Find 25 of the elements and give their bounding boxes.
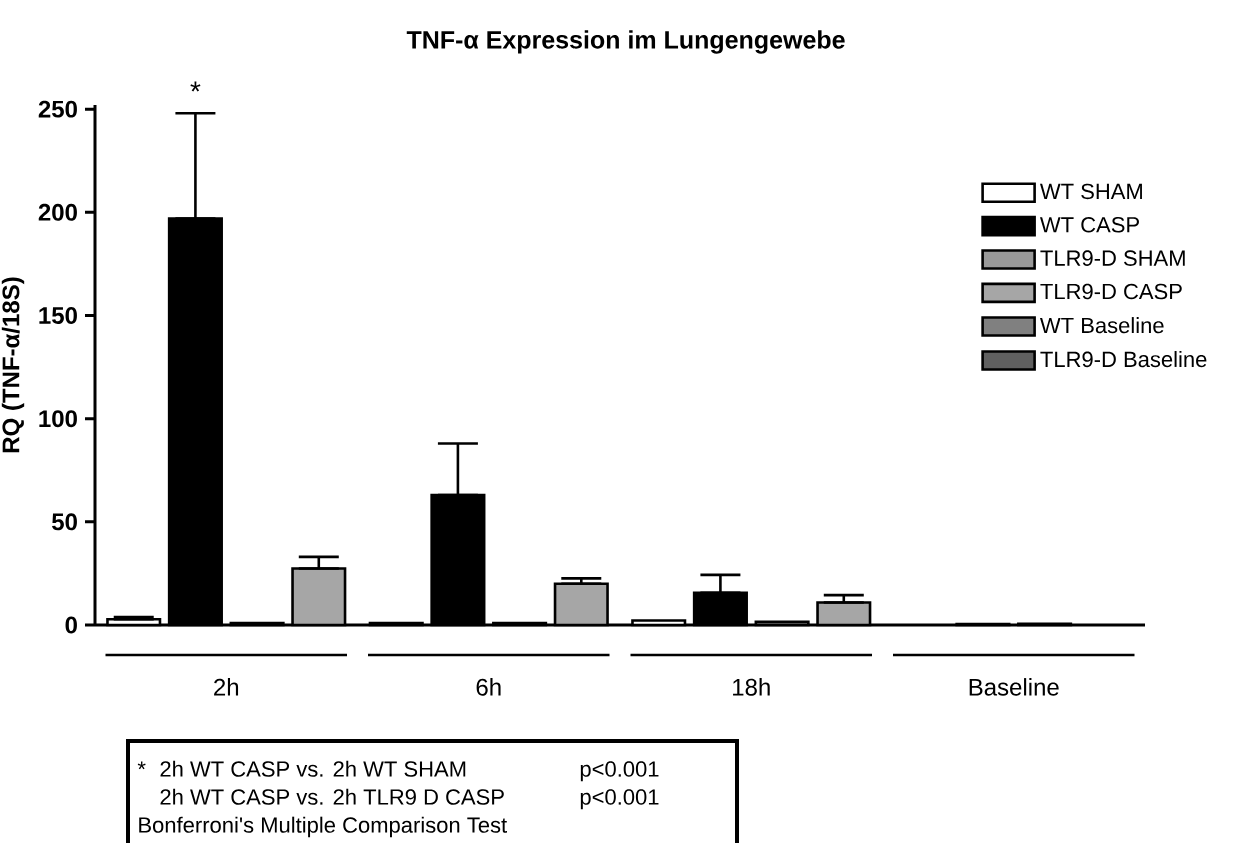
- y-tick-label: 100: [39, 410, 77, 428]
- legend-label: TLR9-D SHAM: [1040, 250, 1185, 266]
- x-tick-label: Baseline: [969, 678, 1059, 696]
- legend-label: WT SHAM: [1040, 183, 1142, 200]
- text: p<0.001: [580, 761, 659, 782]
- text: *: [190, 81, 201, 92]
- legend-label: WT CASP: [1040, 217, 1139, 233]
- text: 2h WT CASP vs. 2h TLR9 D CASP: [160, 788, 504, 805]
- y-tick-label: 50: [52, 513, 77, 531]
- y-tick-label: 200: [38, 203, 77, 221]
- legend-label: WT Baseline: [1040, 317, 1164, 334]
- text: p<0.001: [580, 789, 659, 810]
- legend-label: TLR9-D CASP: [1040, 283, 1182, 300]
- y-axis-title: RQ (TNF-α/18S): [1, 277, 25, 453]
- x-tick-label: 18h: [733, 678, 770, 696]
- text: 2h WT CASP vs. 2h WT SHAM: [160, 760, 466, 777]
- y-tick-label: 0: [65, 616, 77, 634]
- legend-label: TLR9-D Baseline: [1040, 351, 1207, 368]
- text: Bonferroni's Multiple Comparison Test: [139, 816, 507, 838]
- text: *: [137, 761, 146, 770]
- x-tick-label: 2h: [214, 678, 239, 696]
- x-tick-label: 6h: [476, 678, 501, 696]
- y-tick-label: 250: [38, 100, 77, 118]
- chart-title: TNF-α Expression im Lungengewebe: [406, 30, 845, 54]
- y-tick-label: 150: [39, 307, 77, 324]
